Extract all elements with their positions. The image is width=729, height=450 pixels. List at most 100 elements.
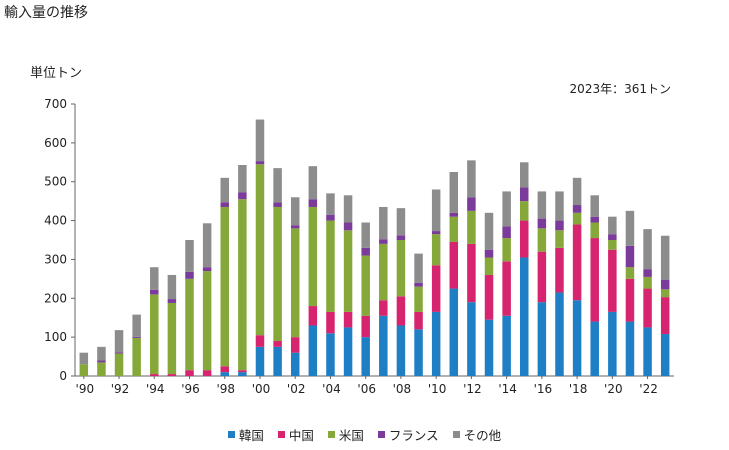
- bar-segment-2006-0: [361, 337, 370, 376]
- bar-segment-2011-0: [449, 288, 459, 376]
- bar-segment-2023-0: [660, 334, 670, 376]
- bar-segment-2022-0: [643, 327, 652, 376]
- bar-segment-1992-2: [114, 353, 124, 376]
- bar-segment-1997-4: [202, 223, 212, 268]
- bar-segment-1994-3: [150, 289, 159, 295]
- x-tick-label: '02: [287, 382, 306, 396]
- bar-segment-1991-4: [97, 346, 106, 361]
- bar-segment-2010-0: [431, 311, 441, 376]
- bar-segment-2015-4: [520, 162, 529, 188]
- bar-segment-1992-4: [114, 330, 124, 353]
- y-tick-label: 0: [59, 369, 67, 383]
- bar-segment-2017-0: [555, 292, 564, 376]
- bar-segment-2012-3: [467, 197, 476, 211]
- bar-segment-2010-2: [431, 234, 441, 266]
- bar-segment-2022-3: [643, 269, 652, 277]
- bar-segment-2022-4: [643, 229, 652, 270]
- bar-segment-1998-4: [220, 177, 229, 203]
- bar-segment-2013-2: [484, 257, 494, 275]
- bar-segment-2005-2: [343, 230, 353, 312]
- bar-segment-2014-0: [502, 315, 511, 376]
- bar-segment-2007-3: [379, 239, 388, 244]
- bar-segment-1999-3: [238, 192, 247, 200]
- bar-segment-2018-2: [572, 212, 582, 225]
- bar-segment-2003-3: [308, 199, 318, 207]
- bar-segment-2015-0: [520, 257, 529, 376]
- chart-title: 輸入量の推移: [4, 5, 88, 21]
- bar-segment-1990-4: [79, 352, 89, 365]
- bar-segment-1991-3: [97, 360, 106, 363]
- bar-segment-1994-4: [150, 267, 159, 290]
- bar-segment-2005-3: [343, 222, 353, 231]
- bar-segment-2018-3: [572, 205, 582, 213]
- bar-segment-1995-2: [167, 302, 177, 375]
- bar-segment-2018-4: [572, 177, 582, 206]
- bar-segment-1999-1: [238, 370, 247, 373]
- bar-segment-2020-3: [608, 234, 617, 240]
- x-tick-label: '94: [146, 382, 165, 396]
- bar-segment-2001-1: [273, 341, 282, 347]
- bar-segment-2012-1: [467, 243, 476, 303]
- x-tick-label: '22: [639, 382, 658, 396]
- bar-segment-1996-2: [185, 278, 194, 371]
- x-tick-label: '16: [534, 382, 553, 396]
- legend-swatch: [327, 431, 335, 438]
- bar-segment-2011-4: [449, 172, 459, 213]
- bar-segment-2007-1: [379, 300, 388, 316]
- bar-segment-2016-1: [537, 251, 547, 303]
- bar-segment-2009-4: [414, 253, 423, 283]
- x-tick-label: '20: [604, 382, 623, 396]
- bar-segment-1990-2: [79, 364, 89, 376]
- bar-segment-1994-1: [150, 374, 159, 376]
- bar-segment-2007-0: [379, 315, 388, 376]
- bar-segment-1998-0: [220, 372, 229, 376]
- bar-segment-2007-2: [379, 243, 388, 301]
- bar-segment-2006-2: [361, 255, 370, 316]
- bar-segment-2003-0: [308, 325, 318, 376]
- bar-segment-2000-3: [255, 161, 265, 165]
- y-tick-label: 600: [44, 136, 67, 150]
- bar-segment-2002-4: [290, 197, 300, 226]
- bar-segment-2013-4: [484, 212, 494, 250]
- x-tick-label: '96: [181, 382, 200, 396]
- x-tick-label: '98: [216, 382, 235, 396]
- bar-segment-2022-1: [643, 288, 652, 328]
- bar-segment-2006-3: [361, 247, 370, 256]
- bar-segment-2004-1: [326, 311, 335, 334]
- legend-swatch: [277, 431, 285, 438]
- bar-segment-1995-3: [167, 299, 177, 303]
- bar-segment-2015-3: [520, 187, 529, 202]
- bar-segment-2008-3: [396, 235, 406, 240]
- bar-segment-1995-1: [167, 374, 177, 376]
- bar-segment-2020-1: [608, 249, 617, 312]
- bar-segment-2006-1: [361, 315, 370, 338]
- y-tick-label: 200: [44, 291, 67, 305]
- bar-segment-2018-1: [572, 224, 582, 301]
- bar-segment-1994-2: [150, 294, 159, 375]
- bar-segment-2001-2: [273, 206, 282, 342]
- bar-segment-2009-1: [414, 311, 423, 330]
- bar-segment-2016-0: [537, 302, 547, 376]
- bar-segment-2021-4: [625, 210, 635, 246]
- bar-segment-2023-4: [660, 235, 670, 280]
- y-tick-label: 300: [44, 252, 67, 266]
- legend-item: 中国: [277, 425, 314, 444]
- legend-item: 米国: [327, 425, 364, 444]
- bar-segment-2020-4: [608, 216, 617, 235]
- bar-segment-2005-1: [343, 311, 353, 328]
- bar-segment-2003-2: [308, 206, 318, 307]
- bar-segment-2003-1: [308, 306, 318, 326]
- bar-segment-2010-1: [431, 265, 441, 312]
- bar-segment-2001-3: [273, 202, 282, 207]
- bar-segment-2014-4: [502, 191, 511, 227]
- legend-label: その他: [463, 428, 502, 443]
- bar-segment-2023-1: [660, 297, 670, 335]
- bar-segment-1992-3: [114, 352, 124, 354]
- x-tick-label: '14: [498, 382, 517, 396]
- bar-segment-2010-3: [431, 231, 441, 235]
- bar-segment-2000-0: [255, 346, 265, 376]
- legend-item: フランス: [377, 425, 439, 444]
- bar-segment-2008-1: [396, 296, 406, 326]
- x-tick-label: '92: [111, 382, 130, 396]
